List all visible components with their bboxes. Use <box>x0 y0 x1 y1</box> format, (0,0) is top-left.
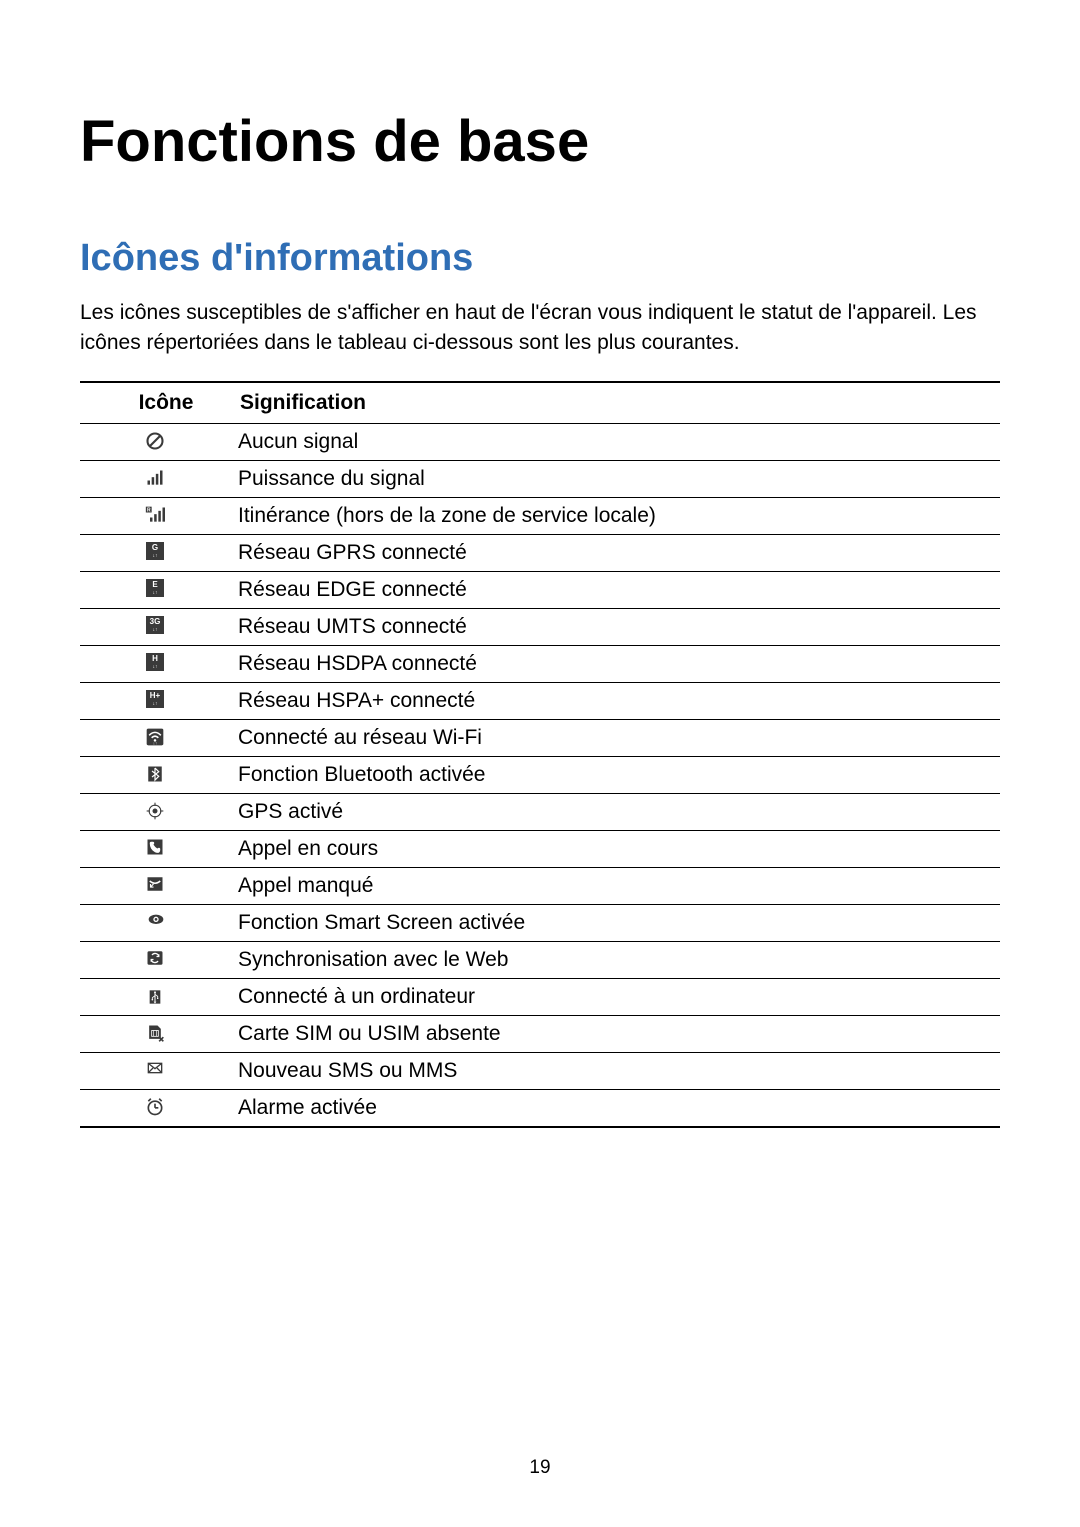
table-row: 3G↓↑Réseau UMTS connecté <box>80 608 1000 645</box>
call-icon <box>80 830 230 867</box>
table-row: ↓↑ Connecté au réseau Wi-Fi <box>80 719 1000 756</box>
icon-description: Réseau GPRS connecté <box>230 534 1000 571</box>
usb-icon <box>80 978 230 1015</box>
roaming-icon: R <box>80 497 230 534</box>
page-number: 19 <box>0 1457 1080 1479</box>
table-row: G↓↑Réseau GPRS connecté <box>80 534 1000 571</box>
alarm-icon <box>80 1089 230 1127</box>
table-row: GPS activé <box>80 793 1000 830</box>
table-row: Fonction Bluetooth activée <box>80 756 1000 793</box>
sim-absent-icon <box>80 1015 230 1052</box>
table-header-icon: Icône <box>80 382 230 424</box>
icon-description: Réseau HSDPA connecté <box>230 645 1000 682</box>
table-row: Appel manqué <box>80 867 1000 904</box>
sync-icon <box>80 941 230 978</box>
table-row: H↓↑Réseau HSDPA connecté <box>80 645 1000 682</box>
bluetooth-icon <box>80 756 230 793</box>
table-row: H+↓↑Réseau HSPA+ connecté <box>80 682 1000 719</box>
table-row: Appel en cours <box>80 830 1000 867</box>
icon-description: Nouveau SMS ou MMS <box>230 1052 1000 1089</box>
table-row: R Itinérance (hors de la zone de service … <box>80 497 1000 534</box>
icon-description: Synchronisation avec le Web <box>230 941 1000 978</box>
table-row: Connecté à un ordinateur <box>80 978 1000 1015</box>
icon-description: Réseau EDGE connecté <box>230 571 1000 608</box>
icon-description: Itinérance (hors de la zone de service l… <box>230 497 1000 534</box>
no-signal-icon <box>80 423 230 460</box>
svg-text:↓↑: ↓↑ <box>153 741 157 746</box>
icon-description: Connecté à un ordinateur <box>230 978 1000 1015</box>
table-row: Alarme activée <box>80 1089 1000 1127</box>
table-row: E↓↑Réseau EDGE connecté <box>80 571 1000 608</box>
icon-description: Carte SIM ou USIM absente <box>230 1015 1000 1052</box>
icon-description: Aucun signal <box>230 423 1000 460</box>
icon-description: Appel en cours <box>230 830 1000 867</box>
missed-call-icon <box>80 867 230 904</box>
section-heading: Icônes d'informations <box>80 237 1000 280</box>
icon-description: Fonction Bluetooth activée <box>230 756 1000 793</box>
icon-description: GPS activé <box>230 793 1000 830</box>
edge-icon: E↓↑ <box>80 571 230 608</box>
icon-table: Icône Signification Aucun signalPuissanc… <box>80 381 1000 1128</box>
hspa-plus-icon: H+↓↑ <box>80 682 230 719</box>
gprs-icon: G↓↑ <box>80 534 230 571</box>
svg-text:R: R <box>147 508 151 514</box>
signal-icon <box>80 460 230 497</box>
icon-description: Puissance du signal <box>230 460 1000 497</box>
icon-description: Réseau HSPA+ connecté <box>230 682 1000 719</box>
table-row: Synchronisation avec le Web <box>80 941 1000 978</box>
hsdpa-icon: H↓↑ <box>80 645 230 682</box>
icon-description: Alarme activée <box>230 1089 1000 1127</box>
table-row: Carte SIM ou USIM absente <box>80 1015 1000 1052</box>
icon-description: Appel manqué <box>230 867 1000 904</box>
icon-description: Réseau UMTS connecté <box>230 608 1000 645</box>
wifi-icon: ↓↑ <box>80 719 230 756</box>
table-row: Fonction Smart Screen activée <box>80 904 1000 941</box>
gps-icon <box>80 793 230 830</box>
table-row: Puissance du signal <box>80 460 1000 497</box>
icon-description: Connecté au réseau Wi-Fi <box>230 719 1000 756</box>
table-row: Aucun signal <box>80 423 1000 460</box>
page-title: Fonctions de base <box>80 108 1000 175</box>
table-row: Nouveau SMS ou MMS <box>80 1052 1000 1089</box>
intro-text: Les icônes susceptibles de s'afficher en… <box>80 298 1000 359</box>
umts-icon: 3G↓↑ <box>80 608 230 645</box>
smart-screen-icon <box>80 904 230 941</box>
icon-description: Fonction Smart Screen activée <box>230 904 1000 941</box>
table-header-desc: Signification <box>230 382 1000 424</box>
message-icon <box>80 1052 230 1089</box>
